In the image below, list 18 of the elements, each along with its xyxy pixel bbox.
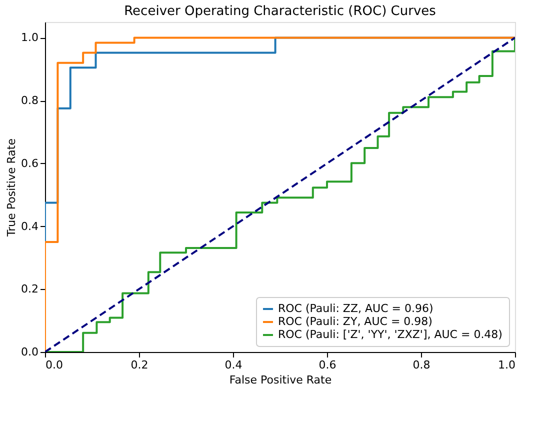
chart-title: Receiver Operating Characteristic (ROC) Curves <box>124 4 436 19</box>
y-tick-label: 0.4 <box>21 220 38 233</box>
x-tick-label: 0.4 <box>224 358 242 372</box>
y-axis-title: True Positive Rate <box>5 138 18 238</box>
y-tick-label: 0.8 <box>21 94 38 108</box>
legend-label: ROC (Pauli: ZZ, AUC = 0.96) <box>278 302 434 315</box>
y-tick-label: 1.0 <box>21 31 38 44</box>
x-tick-label: 0.0 <box>46 358 63 372</box>
y-tick-label: 0.2 <box>21 282 38 296</box>
x-tick-label: 0.8 <box>412 358 430 372</box>
y-tick-label: 0.0 <box>21 346 38 358</box>
x-tick-label: 1.0 <box>498 358 516 372</box>
x-axis-title: False Positive Rate <box>229 374 332 386</box>
legend-label: ROC (Pauli: ZY, AUC = 0.98) <box>278 315 432 328</box>
x-tick-label: 0.6 <box>318 358 336 372</box>
legend-label: ROC (Pauli: ['Z', 'YY', 'ZXZ'], AUC = 0.48) <box>278 328 502 341</box>
y-tick-label: 0.6 <box>21 156 38 170</box>
x-tick-label: 0.2 <box>130 358 148 372</box>
